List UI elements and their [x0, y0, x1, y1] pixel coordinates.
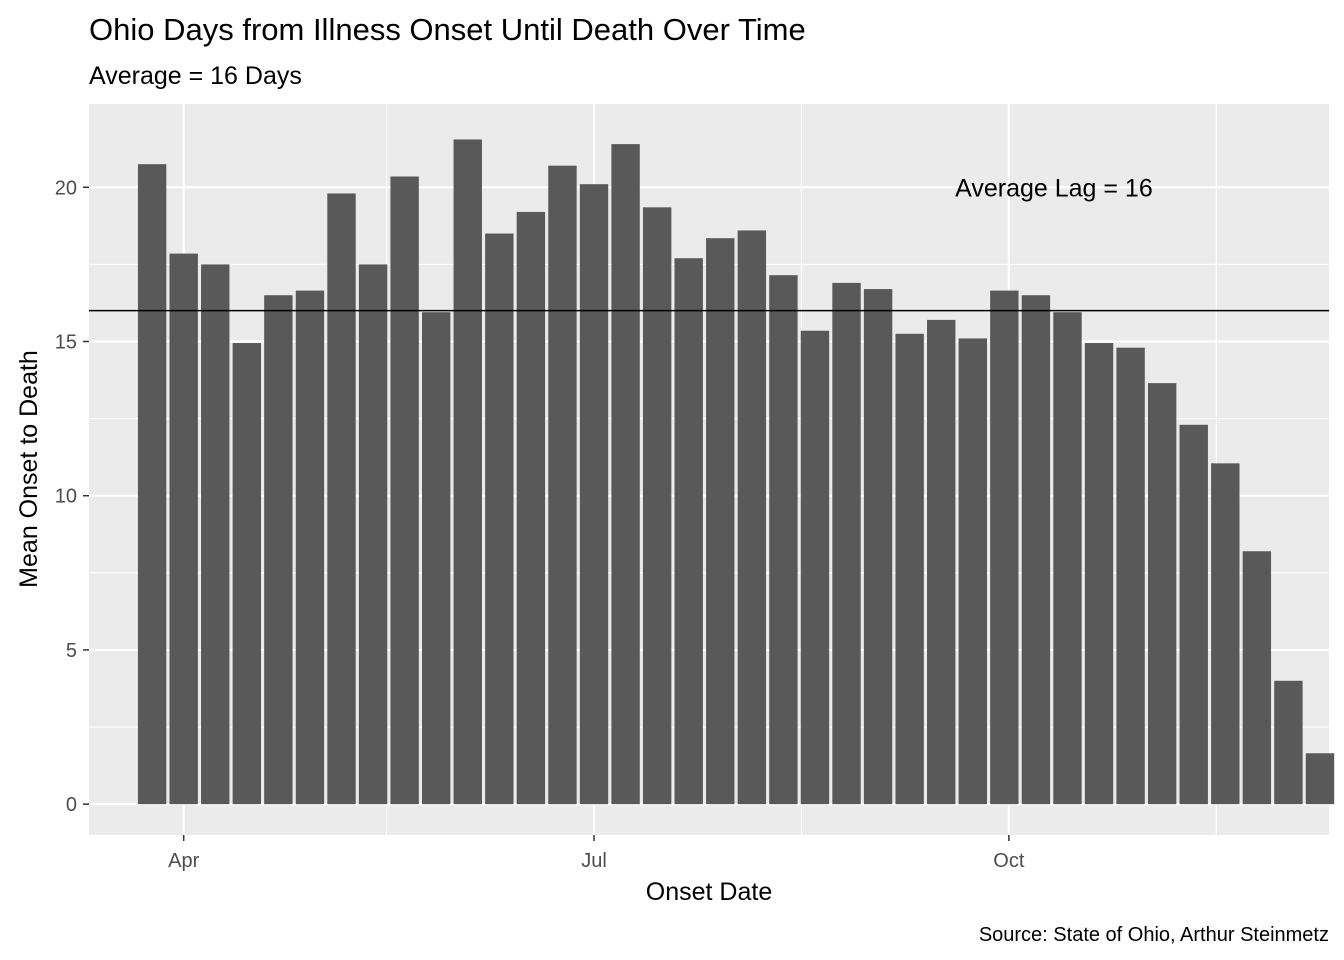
- bar: [737, 230, 767, 805]
- bar: [1021, 295, 1051, 805]
- bar: [863, 289, 893, 805]
- y-axis: 0 5 10 15 20: [55, 177, 89, 816]
- bar: [421, 312, 451, 805]
- bar: [390, 176, 419, 805]
- bar: [264, 295, 293, 805]
- bar: [769, 275, 798, 805]
- bar: [295, 290, 325, 805]
- bar: [1116, 347, 1145, 805]
- bar: [579, 184, 609, 805]
- x-axis: Apr Jul Oct: [168, 835, 1025, 872]
- bar: [453, 139, 482, 805]
- bar: [1242, 551, 1272, 805]
- bar: [990, 290, 1019, 805]
- y-tick-label: 15: [55, 331, 77, 353]
- bar: [358, 264, 388, 805]
- x-tick-label: Jul: [581, 850, 607, 872]
- bar: [927, 319, 956, 805]
- source-caption: Source: State of Ohio, Arthur Steinmetz: [979, 924, 1329, 946]
- bar: [611, 144, 640, 805]
- bar: [1147, 383, 1177, 805]
- y-tick-label: 20: [55, 177, 77, 199]
- y-tick-label: 10: [55, 486, 77, 508]
- bar: [1084, 343, 1114, 805]
- bar: [642, 207, 672, 805]
- bar: [137, 164, 167, 805]
- bar: [895, 333, 924, 805]
- bar: [958, 338, 987, 805]
- bar: [169, 253, 198, 805]
- bar: [516, 211, 546, 805]
- x-axis-title: Onset Date: [646, 878, 772, 906]
- bar: [232, 343, 262, 805]
- x-tick-label: Oct: [993, 850, 1025, 872]
- y-axis-title: Mean Onset to Death: [15, 350, 43, 588]
- bar: [706, 238, 735, 805]
- x-tick-label: Apr: [168, 850, 199, 872]
- bar: [1179, 424, 1208, 805]
- bar: [327, 193, 356, 805]
- bar: [548, 165, 577, 805]
- bar: [485, 233, 514, 805]
- bars: [137, 139, 1335, 805]
- bar: [201, 264, 230, 805]
- bar: [832, 282, 861, 805]
- bar: [800, 330, 830, 805]
- bar: [1305, 753, 1335, 805]
- chart-title: Ohio Days from Illness Onset Until Death…: [89, 12, 806, 47]
- bar: [1053, 312, 1082, 805]
- average-lag-annotation: Average Lag = 16: [955, 174, 1153, 202]
- chart-subtitle: Average = 16 Days: [89, 62, 302, 90]
- y-tick-label: 5: [66, 640, 77, 662]
- y-tick-label: 0: [66, 794, 77, 816]
- bar: [1211, 463, 1240, 805]
- bar: [1274, 680, 1303, 805]
- bar: [674, 258, 703, 805]
